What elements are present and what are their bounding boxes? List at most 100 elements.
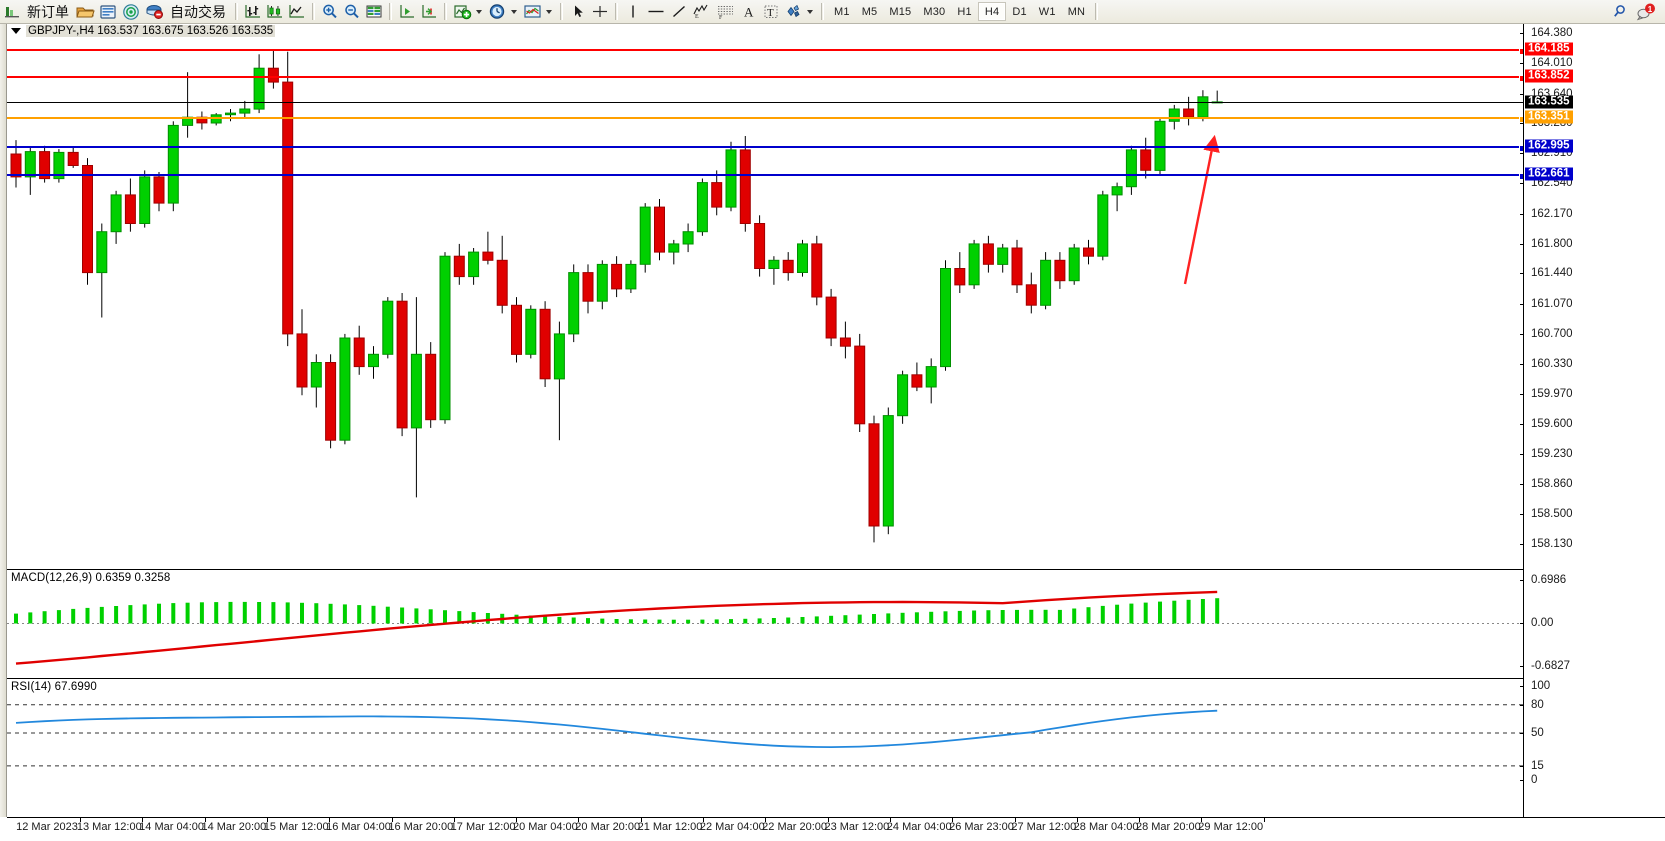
trend-line-button[interactable] <box>668 1 690 23</box>
time-axis-tick <box>204 818 206 822</box>
price-tick-label: 159.970 <box>1531 387 1573 400</box>
zoom-out-button[interactable] <box>341 1 363 23</box>
level-price-tag[interactable]: 163.852 <box>1525 69 1573 83</box>
price-tick-label: 159.230 <box>1531 448 1573 461</box>
time-axis-label: 20 Mar 04:00 <box>512 821 578 833</box>
new-order-button[interactable]: 新订单 <box>2 1 74 23</box>
level-line-support[interactable] <box>7 145 1526 153</box>
auto-trading-button[interactable]: 自动交易 <box>143 1 231 23</box>
period-icon <box>488 3 507 20</box>
elliott-wave-button[interactable]: E <box>690 1 714 23</box>
rsi-panel-inner[interactable]: RSI(14) 67.6990 <box>7 680 1665 788</box>
time-axis-label: 22 Mar 20:00 <box>762 821 828 833</box>
time-axis-tick <box>1076 818 1078 822</box>
level-price-tag[interactable]: 163.351 <box>1525 110 1573 124</box>
period-button[interactable] <box>486 1 521 23</box>
shift-end-button[interactable] <box>396 1 418 23</box>
cursor-arrow-button[interactable] <box>567 1 589 23</box>
price-tick-mark <box>1520 183 1524 185</box>
chart-frame: GBPJPY-,H4 163.537 163.675 163.526 163.5… <box>7 24 1665 817</box>
chart-collapse-caret[interactable] <box>11 28 21 34</box>
time-axis[interactable]: 12 Mar 2023 13 Mar 12:00 14 Mar 04:00 14 Ma… <box>7 817 1665 841</box>
text-button[interactable]: A <box>738 1 760 23</box>
signal-button[interactable] <box>120 1 143 23</box>
time-axis-tick <box>889 818 891 822</box>
scale-tick-mark <box>1520 765 1524 767</box>
rsi-tick-label: 80 <box>1531 698 1544 711</box>
chevron-down-icon[interactable] <box>807 9 813 14</box>
level-line-resistance[interactable] <box>7 47 1526 55</box>
templates-button[interactable] <box>521 1 556 23</box>
timeframe-h4[interactable]: H4 <box>977 2 1007 21</box>
notification-count: 1 <box>1648 5 1653 14</box>
chevron-down-icon[interactable] <box>476 9 482 14</box>
vertical-line-icon <box>625 3 641 20</box>
search-button[interactable] <box>1610 1 1633 23</box>
folder-button[interactable] <box>74 1 97 23</box>
level-price-tag[interactable]: 162.661 <box>1525 167 1573 181</box>
candlestick-chart-button[interactable] <box>264 1 286 23</box>
timeframe-w1[interactable]: W1 <box>1038 5 1056 18</box>
price-tick-mark <box>1520 273 1524 275</box>
scale-tick-mark <box>1520 686 1524 687</box>
notifications-button[interactable]: 1 <box>1633 1 1659 23</box>
level-line-pivot[interactable] <box>7 116 1526 124</box>
time-axis-label: 17 Mar 12:00 <box>450 821 516 833</box>
timeframe-m15[interactable]: M15 <box>889 5 912 18</box>
time-axis-tick <box>1014 818 1016 822</box>
timeframe-m30[interactable]: M30 <box>923 5 946 18</box>
add-indicator-button[interactable] <box>451 1 486 23</box>
line-chart-button[interactable] <box>286 1 308 23</box>
scale-tick-mark <box>1520 733 1524 734</box>
timeframe-mn[interactable]: MN <box>1067 5 1086 18</box>
price-panel-inner[interactable]: GBPJPY-,H4 163.537 163.675 163.526 163.5… <box>7 24 1665 569</box>
toolbar-separator <box>615 3 618 20</box>
time-axis-tick <box>952 818 954 822</box>
price-tick-mark <box>1520 454 1524 456</box>
timeframe-h1[interactable]: H1 <box>957 5 972 18</box>
magnifier-icon <box>1612 3 1631 20</box>
level-price-tag[interactable]: 162.995 <box>1525 139 1573 153</box>
crosshair-icon <box>591 3 609 20</box>
scale-tick-mark <box>1520 704 1524 706</box>
chart-area[interactable]: GBPJPY-,H4 163.537 163.675 163.526 163.5… <box>0 24 1665 841</box>
macd-panel-inner[interactable]: MACD(12,26,9) 0.6359 0.3258 <box>7 571 1665 678</box>
text-label-button[interactable]: T <box>760 1 782 23</box>
price-tick-label: 160.700 <box>1531 327 1573 340</box>
price-scale[interactable]: 164.380164.010163.640163.280162.910162.5… <box>1520 24 1665 817</box>
rsi-panel[interactable]: RSI(14) 67.6990 <box>7 680 1665 788</box>
bar-chart-button[interactable] <box>242 1 264 23</box>
macd-title: MACD(12,26,9) 0.6359 0.3258 <box>11 572 171 584</box>
level-price-tag[interactable]: 164.185 <box>1525 42 1573 56</box>
trend-line-icon <box>670 3 688 20</box>
time-axis-tick <box>329 818 331 822</box>
crosshair-button[interactable] <box>589 1 611 23</box>
time-axis-label: 12 Mar 2023 <box>16 821 78 833</box>
horizontal-line-button[interactable] <box>644 1 668 23</box>
auto-scroll-button[interactable] <box>418 1 440 23</box>
level-line-support[interactable] <box>7 172 1526 180</box>
chevron-down-icon[interactable] <box>511 9 517 14</box>
level-line-resistance[interactable] <box>7 75 1526 83</box>
line-chart-icon <box>288 3 306 20</box>
macd-panel[interactable]: MACD(12,26,9) 0.6359 0.3258 <box>7 571 1665 679</box>
zoom-in-button[interactable] <box>319 1 341 23</box>
data-window-button[interactable] <box>97 1 120 23</box>
time-axis-label: 27 Mar 12:00 <box>1011 821 1077 833</box>
vertical-line-button[interactable] <box>622 1 644 23</box>
time-axis-tick <box>142 818 144 822</box>
price-panel[interactable]: GBPJPY-,H4 163.537 163.675 163.526 163.5… <box>7 24 1665 570</box>
shapes-button[interactable] <box>782 1 817 23</box>
price-tick-mark <box>1520 513 1524 515</box>
price-tick-label: 158.500 <box>1531 507 1573 520</box>
chart-symbol-label: GBPJPY-,H4 163.537 163.675 163.526 163.5… <box>26 25 276 37</box>
timeframe-m1[interactable]: M1 <box>834 5 850 18</box>
grid-button[interactable] <box>363 1 385 23</box>
timeframe-m5[interactable]: M5 <box>861 5 878 18</box>
chevron-down-icon[interactable] <box>546 9 552 14</box>
timeframe-d1[interactable]: D1 <box>1012 5 1027 18</box>
fibonacci-button[interactable]: F <box>714 1 738 23</box>
svg-text:E: E <box>695 14 699 20</box>
cursor-arrow-icon <box>571 3 586 20</box>
time-axis-tick <box>703 818 704 822</box>
